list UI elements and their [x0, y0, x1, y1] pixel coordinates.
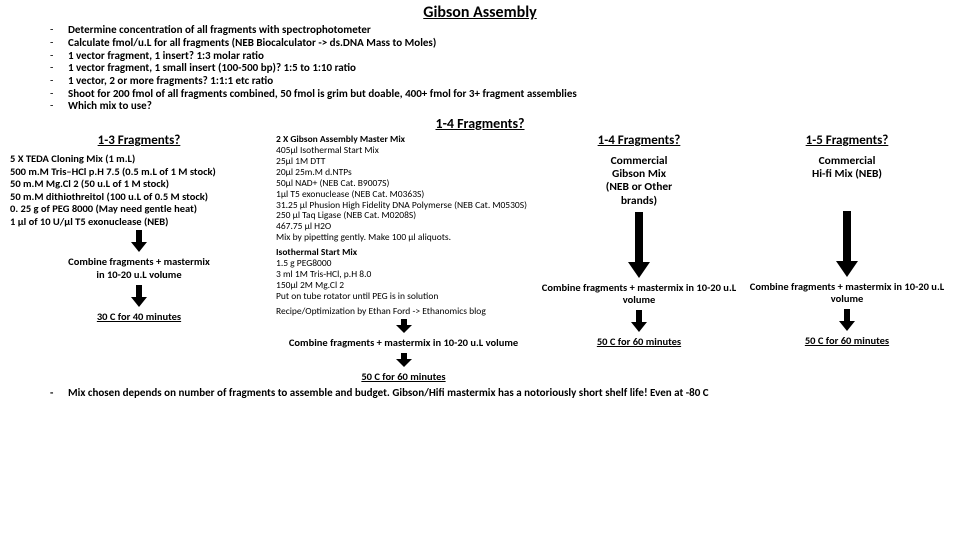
recipe-line: 5 X TEDA Cloning Mix (1 m.L) [10, 153, 268, 166]
mid-heading: 1-4 Fragments? [10, 116, 950, 132]
arrow-down-icon [131, 230, 147, 252]
combine-step: Combine fragments + mastermix in 10-20 u… [747, 281, 947, 305]
page-title: Gibson Assembly [10, 4, 950, 22]
combine-step: Combine fragments + mastermix in 10-20 u… [64, 256, 214, 280]
finish-step: 50 C for 60 minutes [597, 336, 681, 348]
arrow-down-icon [396, 353, 412, 367]
finish-step: 50 C for 60 minutes [805, 335, 889, 347]
brand-label: Commercial Gibson Mix (NEB or Other bran… [606, 155, 673, 208]
isothermal-start-mix: Isothermal Start Mix 1.5 g PEG8000 3 ml … [276, 247, 531, 302]
footer-text: Mix chosen depends on number of fragment… [68, 387, 709, 400]
recipe-line: 1µl T5 exonuclease (NEB Cat. M0363S) [276, 189, 531, 200]
col-commercial-gibson: 1-4 Fragments? Commercial Gibson Mix (NE… [539, 134, 739, 383]
footer-note: -Mix chosen depends on number of fragmen… [10, 387, 950, 400]
finish-step: 30 C for 40 minutes [97, 311, 181, 323]
gibson-mastermix: 2 X Gibson Assembly Master Mix 405µl Iso… [276, 134, 531, 243]
teda-recipe: 5 X TEDA Cloning Mix (1 m.L) 500 m.M Tri… [10, 153, 268, 229]
combine-step: Combine fragments + mastermix in 10-20 u… [289, 337, 518, 349]
arrow-down-icon [131, 285, 147, 307]
finish-step: 50 C for 60 minutes [361, 371, 445, 383]
recipe-line: Put on tube rotator until PEG is in solu… [276, 291, 531, 302]
arrow-down-icon [836, 211, 858, 277]
col-teda: 1-3 Fragments? 5 X TEDA Cloning Mix (1 m… [10, 134, 268, 383]
recipe-line: 1 µl of 10 U/µl T5 exonuclease (NEB) [10, 216, 268, 229]
brand-label: Commercial Hi-fi Mix (NEB) [812, 155, 882, 181]
columns: 1-3 Fragments? 5 X TEDA Cloning Mix (1 m… [10, 134, 950, 383]
bullet: Calculate fmol/u.L for all fragments (NE… [68, 37, 436, 50]
recipe-line: 50µl NAD+ (NEB Cat. B9007S) [276, 178, 531, 189]
recipe-line: 0. 25 g of PEG 8000 (May need gentle hea… [10, 203, 268, 216]
arrow-down-icon [628, 212, 650, 278]
col4-head: 1-5 Fragments? [806, 134, 889, 149]
bullet: Which mix to use? [68, 100, 152, 113]
arrow-down-icon [396, 319, 412, 333]
recipe-line: Mix by pipetting gently. Make 100 µl ali… [276, 232, 531, 243]
col-gibson-diy: 2 X Gibson Assembly Master Mix 405µl Iso… [276, 134, 531, 383]
arrow-down-icon [631, 310, 647, 332]
col1-head: 1-3 Fragments? [98, 134, 181, 149]
arrow-down-icon [839, 309, 855, 331]
col3-head: 1-4 Fragments? [598, 134, 681, 149]
col-hifi: 1-5 Fragments? Commercial Hi-fi Mix (NEB… [747, 134, 947, 383]
bullet: 1 vector, 2 or more fragments? 1:1:1 etc… [68, 75, 273, 88]
combine-step: Combine fragments + mastermix in 10-20 u… [539, 282, 739, 306]
credit: Recipe/Optimization by Ethan Ford -> Eth… [276, 306, 531, 317]
recipe-line: 50 m.M Mg.Cl 2 (50 u.L of 1 M stock) [10, 178, 268, 191]
intro-bullets: -Determine concentration of all fragment… [10, 24, 950, 112]
